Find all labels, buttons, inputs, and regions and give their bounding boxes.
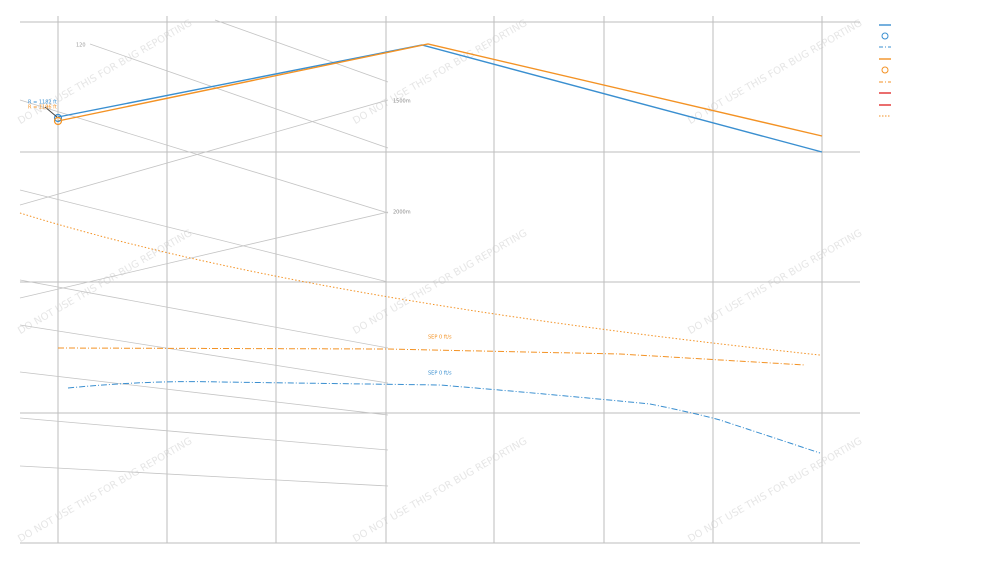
grid <box>20 16 860 544</box>
watermark: DO NOT USE THIS FOR BUG REPORTING <box>351 18 529 127</box>
orange-marker <box>53 116 63 126</box>
blue-dashdot-line <box>67 381 821 454</box>
reference-line <box>214 19 389 83</box>
orange-dotted-line <box>19 212 821 356</box>
watermarks: DO NOT USE THIS FOR BUG REPORTING DO NOT… <box>16 18 864 545</box>
reference-line <box>19 279 389 349</box>
blue-line <box>57 44 823 153</box>
orange-line <box>57 43 823 137</box>
watermark: DO NOT USE THIS FOR BUG REPORTING <box>16 436 194 545</box>
sep-label: SEP 0 ft/s <box>428 335 452 341</box>
speed-label: 120 <box>76 43 86 49</box>
reference-line <box>19 324 389 384</box>
legend-swatch <box>881 66 889 74</box>
reference-line <box>19 417 389 451</box>
radius-label: R = 1182 ft <box>28 100 57 106</box>
blue-marker <box>53 113 63 123</box>
reference-line <box>19 99 389 206</box>
radius-label: R = 1196 ft <box>28 105 57 111</box>
orange-dashdot-line <box>57 347 806 366</box>
distance-label: 2000m <box>393 210 411 216</box>
reference-line <box>19 371 389 416</box>
reference-line <box>89 43 389 149</box>
legend <box>879 24 891 117</box>
reference-line <box>19 189 389 283</box>
reference-lines <box>19 19 389 487</box>
reference-line <box>19 465 389 487</box>
reference-line <box>19 211 389 299</box>
distance-label: 1500m <box>393 99 411 105</box>
legend-swatch <box>881 32 889 40</box>
curves <box>19 43 823 454</box>
pointer <box>44 106 58 118</box>
watermark: DO NOT USE THIS FOR BUG REPORTING <box>351 436 529 545</box>
sep-label: SEP 0 ft/s <box>428 371 452 377</box>
reference-line <box>19 99 389 214</box>
